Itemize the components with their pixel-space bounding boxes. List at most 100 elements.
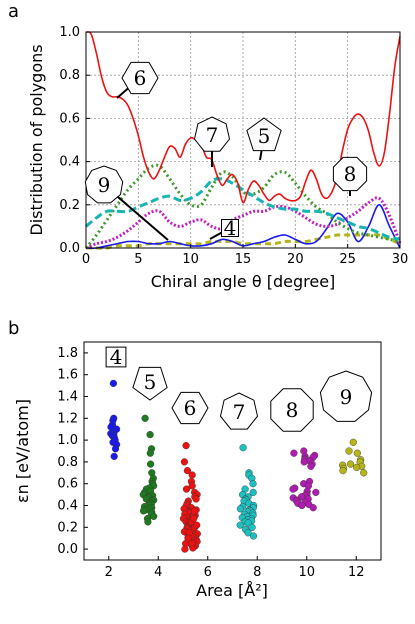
x-tick-label: 10 <box>298 565 315 580</box>
scatter-points-b <box>107 379 368 553</box>
annotation-9-gon: 9 <box>84 165 169 241</box>
plot-frame-b <box>83 341 382 561</box>
polygon-label: 4 <box>110 345 123 369</box>
x-tick-label: 30 <box>392 252 409 267</box>
scatter-point-5 <box>141 414 149 422</box>
polygon-shape <box>332 156 368 192</box>
y-tick-label: 0.6 <box>57 477 78 492</box>
polygon-label: 8 <box>344 162 357 186</box>
scatter-point-6 <box>181 545 189 553</box>
scatter-point-6 <box>193 521 201 529</box>
scatter-point-8 <box>307 462 315 470</box>
y-tick-label: 0.6 <box>59 111 80 126</box>
scatter-point-8 <box>300 458 308 466</box>
ticks-b: 2 4 6 8 10 12 0.0 0.2 0.4 0.6 0.8 1.0 1.2 1.4 1.6 1.8 <box>57 346 364 580</box>
annotation-7-gon: 7 <box>193 116 231 167</box>
scatter-point-8 <box>289 485 297 493</box>
polygon-label: 8 <box>286 398 299 422</box>
polygon-shape <box>246 117 282 152</box>
annotations-a: 6 7 5 9 4 8 <box>84 61 368 241</box>
polygon-label: 5 <box>144 370 157 394</box>
y-axis-label-b: εn [eV/atom] <box>13 399 32 503</box>
scatter-point-7 <box>236 521 244 529</box>
polygon-shape <box>171 391 209 425</box>
y-axis-label-a: Distribution of polygons <box>27 44 46 235</box>
scatter-point-9 <box>349 438 357 446</box>
polygon-callout-4: 4 <box>105 345 127 369</box>
chart-b: 2 4 6 8 10 12 0.0 0.2 0.4 0.6 0.8 1.0 1.2 1.4 1.6 1.8 A… <box>13 341 382 600</box>
polygon-callout-8: 8 <box>270 388 314 432</box>
scatter-point-5 <box>146 449 154 457</box>
x-tick-label: 20 <box>287 252 304 267</box>
polygon-shape <box>84 165 124 204</box>
scatter-point-8 <box>309 504 317 512</box>
polygon-label: 9 <box>340 385 353 409</box>
scatter-point-9 <box>339 467 347 475</box>
scatter-point-6 <box>188 482 196 490</box>
polygon-callout-9: 9 <box>319 370 373 422</box>
series-line-5 <box>84 163 401 249</box>
y-tick-label: 0.2 <box>57 520 78 535</box>
scatter-point-6 <box>191 507 199 515</box>
scatter-point-4 <box>110 452 118 461</box>
x-tick-label: 8 <box>253 565 261 580</box>
panel-label-b: b <box>8 318 19 339</box>
polygon-callout-6: 6 <box>171 391 209 425</box>
annotations-b: 45 6 7 8 9 <box>105 345 373 432</box>
scatter-point-6 <box>183 467 192 475</box>
y-tick-label: 0.0 <box>57 542 78 557</box>
annotation-4-gon: 4 <box>209 216 239 240</box>
scatter-point-6 <box>180 458 189 466</box>
scatter-point-6 <box>182 485 191 493</box>
y-tick-label: 1.0 <box>59 25 80 40</box>
polygon-label: 6 <box>184 396 197 420</box>
x-axis-label-a: Chiral angle θ [degree] <box>151 272 336 291</box>
y-tick-label: 0.4 <box>59 155 80 170</box>
y-tick-label: 0.0 <box>59 241 80 256</box>
scatter-point-5 <box>146 431 154 439</box>
scatter-point-6 <box>184 534 192 542</box>
annotation-5-gon: 5 <box>246 117 282 161</box>
polygon-label: 6 <box>134 66 147 90</box>
ticks-a: 0 5 10 15 20 25 30 0.0 0.2 0.4 0.6 0.8 1.0 <box>59 25 408 267</box>
polygon-shape <box>132 366 168 401</box>
scatter-point-7 <box>236 505 245 513</box>
scatter-point-6 <box>192 495 200 503</box>
x-tick-label: 0 <box>82 252 90 267</box>
polygon-label: 5 <box>258 124 271 148</box>
scatter-point-5 <box>147 460 155 468</box>
polygon-shape <box>221 219 239 237</box>
y-tick-label: 1.4 <box>57 390 78 405</box>
scatter-point-9 <box>353 449 361 457</box>
scatter-point-8 <box>290 449 298 457</box>
y-tick-label: 0.8 <box>57 455 78 470</box>
polygon-shape <box>270 388 314 432</box>
scatter-point-9 <box>345 447 353 455</box>
polygon-shape <box>105 346 127 368</box>
panel-label-a: a <box>8 1 19 22</box>
x-tick-label: 10 <box>182 252 199 267</box>
polygon-callout-5: 5 <box>132 366 168 401</box>
polygon-shape <box>319 370 373 422</box>
polygon-callout-7: 7 <box>219 392 259 430</box>
scatter-point-5 <box>144 518 152 526</box>
y-tick-label: 0.2 <box>59 198 80 213</box>
chart-a: 0 5 10 15 20 25 30 0.0 0.2 0.4 0.6 0.8 1.0 Chiral an… <box>27 25 408 291</box>
scatter-point-9 <box>346 460 355 468</box>
scatter-point-7 <box>249 480 257 488</box>
scatter-point-8 <box>298 501 306 510</box>
scatter-point-5 <box>150 512 158 521</box>
series-line-8 <box>85 196 402 250</box>
x-tick-label: 12 <box>348 565 365 580</box>
y-tick-label: 1.0 <box>57 433 78 448</box>
polygon-label: 4 <box>224 216 237 240</box>
scatter-point-6 <box>188 471 196 479</box>
scatter-point-5 <box>139 507 148 515</box>
series-line-7 <box>85 177 401 241</box>
series-line-6 <box>85 31 401 204</box>
polygon-shape <box>219 392 259 430</box>
y-tick-label: 1.8 <box>57 346 78 361</box>
scatter-point-4 <box>111 445 120 453</box>
x-tick-label: 5 <box>134 252 142 267</box>
